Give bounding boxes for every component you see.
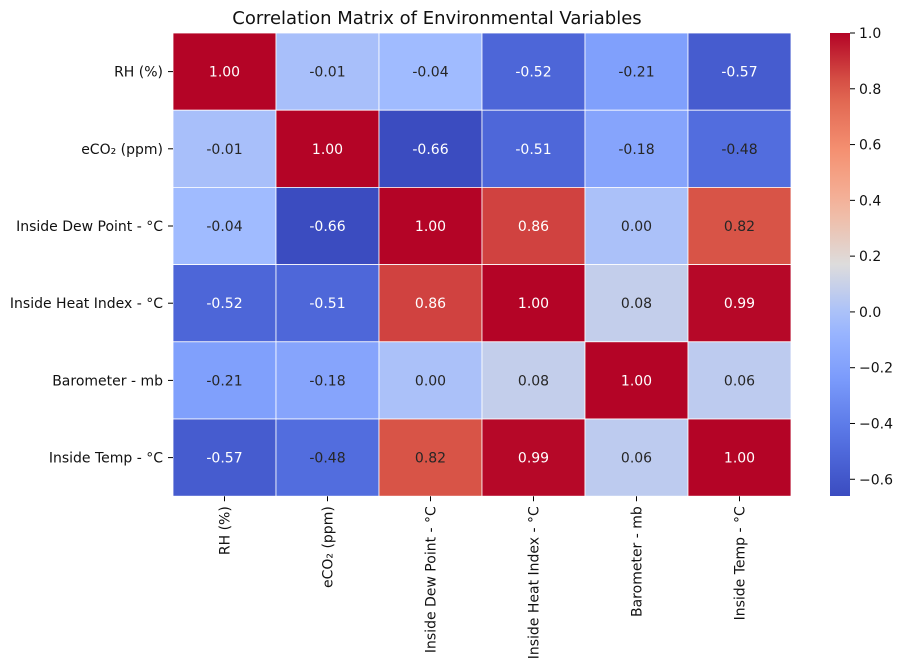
cell-value-label: -0.57 bbox=[206, 451, 242, 467]
column-label: Inside Temp - °C bbox=[733, 506, 749, 620]
heatmap-cell bbox=[687, 109, 792, 188]
colorbar: 1.0 0.8 0.6 0.4 0.2 0.0 −0.2 −0.4 −0.6 bbox=[830, 26, 893, 496]
cell-value-label: 0.86 bbox=[415, 296, 446, 312]
cell-value-label: 1.00 bbox=[415, 219, 446, 235]
column-label: Inside Dew Point - °C bbox=[424, 506, 440, 653]
column-labels: RH (%) eCO₂ (ppm) Inside Dew Point - °C Ins… bbox=[218, 496, 749, 659]
cell-value-label: 1.00 bbox=[621, 373, 652, 389]
cell-value-label: -0.51 bbox=[515, 142, 551, 158]
cell-value-label: -0.48 bbox=[721, 142, 757, 158]
cell-value-label: 0.86 bbox=[518, 219, 549, 235]
heatmap-cell bbox=[687, 418, 792, 497]
colorbar-tick-label: 0.6 bbox=[859, 138, 881, 154]
heatmap-cell bbox=[584, 264, 689, 343]
heatmap-cell bbox=[172, 341, 277, 420]
heatmap-cell bbox=[481, 186, 586, 265]
heatmap-cell bbox=[275, 264, 380, 343]
heatmap-cell bbox=[687, 186, 792, 265]
cell-value-label: -0.51 bbox=[309, 296, 345, 312]
heatmap-cell bbox=[584, 186, 689, 265]
colorbar-gradient bbox=[830, 33, 850, 496]
colorbar-tick-label: −0.2 bbox=[859, 361, 893, 377]
cell-value-label: -0.66 bbox=[412, 142, 448, 158]
cell-value-label: 1.00 bbox=[312, 142, 343, 158]
colorbar-tick-label: −0.6 bbox=[859, 472, 893, 488]
heatmap-cell bbox=[481, 32, 586, 111]
cell-value-label: -0.52 bbox=[206, 296, 242, 312]
cell-value-label: -0.18 bbox=[309, 373, 345, 389]
row-label: Inside Heat Index - °C bbox=[10, 296, 163, 312]
cell-value-label: 0.00 bbox=[621, 219, 652, 235]
cell-value-label: 1.00 bbox=[209, 65, 240, 81]
row-label: Barometer - mb bbox=[52, 373, 163, 389]
cell-value-label: 0.08 bbox=[621, 296, 652, 312]
cell-value-label: 0.00 bbox=[415, 373, 446, 389]
colorbar-tick-label: 1.0 bbox=[859, 26, 881, 42]
row-labels: RH (%) eCO₂ (ppm) Inside Dew Point - °C Ins… bbox=[10, 65, 173, 467]
colorbar-tick-label: 0.2 bbox=[859, 249, 881, 265]
column-label: Barometer - mb bbox=[630, 506, 646, 617]
column-label: Inside Heat Index - °C bbox=[527, 506, 543, 659]
row-label: eCO₂ (ppm) bbox=[81, 142, 163, 158]
colorbar-tick-label: 0.0 bbox=[859, 305, 881, 321]
cell-value-label: 0.82 bbox=[415, 451, 446, 467]
heatmap-cell bbox=[172, 186, 277, 265]
heatmap-cells: 1.00 -0.01 -0.04 -0.52 -0.21 -0.57 -0.01 1.00 -0… bbox=[172, 32, 792, 497]
cell-value-label: 0.99 bbox=[724, 296, 755, 312]
heatmap-cell bbox=[481, 341, 586, 420]
heatmap-cell bbox=[172, 418, 277, 497]
cell-value-label: -0.21 bbox=[206, 373, 242, 389]
cell-value-label: -0.66 bbox=[309, 219, 345, 235]
heatmap-cell bbox=[687, 264, 792, 343]
cell-value-label: -0.52 bbox=[515, 65, 551, 81]
heatmap-cell bbox=[172, 264, 277, 343]
row-label: Inside Dew Point - °C bbox=[16, 219, 163, 235]
heatmap-cell bbox=[687, 32, 792, 111]
heatmap-cell bbox=[172, 32, 277, 111]
heatmap-cell bbox=[584, 341, 689, 420]
heatmap-cell bbox=[378, 186, 483, 265]
cell-value-label: 0.06 bbox=[621, 451, 652, 467]
cell-value-label: -0.04 bbox=[412, 65, 448, 81]
heatmap-cell bbox=[481, 109, 586, 188]
colorbar-tick-label: −0.4 bbox=[859, 416, 893, 432]
heatmap-cell bbox=[275, 109, 380, 188]
cell-value-label: -0.18 bbox=[618, 142, 654, 158]
heatmap-cell bbox=[584, 418, 689, 497]
cell-value-label: 0.06 bbox=[724, 373, 755, 389]
chart-title: Correlation Matrix of Environmental Vari… bbox=[232, 8, 641, 29]
colorbar-tick-label: 0.4 bbox=[859, 193, 881, 209]
row-label: RH (%) bbox=[114, 65, 163, 81]
heatmap-cell bbox=[378, 264, 483, 343]
heatmap-cell bbox=[584, 32, 689, 111]
cell-value-label: -0.57 bbox=[721, 65, 757, 81]
row-label: Inside Temp - °C bbox=[49, 451, 163, 467]
heatmap-cell bbox=[687, 341, 792, 420]
column-label: eCO₂ (ppm) bbox=[321, 506, 337, 588]
cell-value-label: 0.08 bbox=[518, 373, 549, 389]
heatmap-cell bbox=[481, 264, 586, 343]
cell-value-label: 1.00 bbox=[518, 296, 549, 312]
heatmap-cell bbox=[275, 186, 380, 265]
cell-value-label: -0.01 bbox=[309, 65, 345, 81]
column-label: RH (%) bbox=[218, 506, 234, 555]
heatmap-cell bbox=[378, 341, 483, 420]
heatmap-cell bbox=[378, 32, 483, 111]
cell-value-label: 0.82 bbox=[724, 219, 755, 235]
cell-value-label: -0.48 bbox=[309, 451, 345, 467]
cell-value-label: -0.01 bbox=[206, 142, 242, 158]
cell-value-label: -0.04 bbox=[206, 219, 242, 235]
cell-value-label: -0.21 bbox=[618, 65, 654, 81]
cell-value-label: 0.99 bbox=[518, 451, 549, 467]
cell-value-label: 1.00 bbox=[724, 451, 755, 467]
heatmap-cell bbox=[275, 32, 380, 111]
colorbar-tick-label: 0.8 bbox=[859, 82, 881, 98]
